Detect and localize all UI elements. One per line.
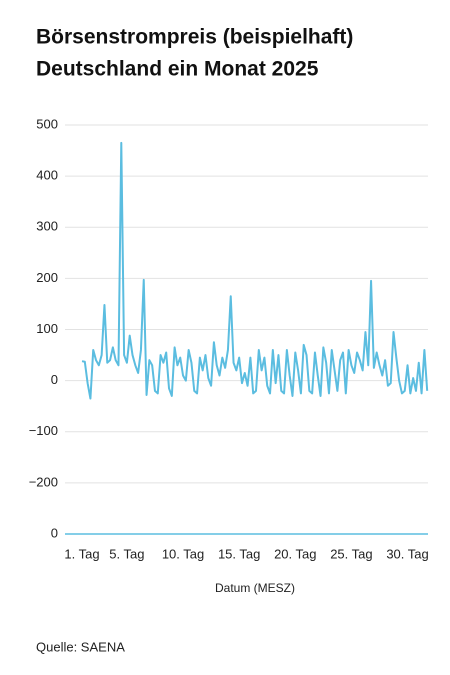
y-tick-label: −200 [29,474,58,489]
chart-title: Börsenstrompreis (beispielhaft) [36,26,353,49]
x-tick-label: 1. Tag [64,546,99,561]
y-tick-label: −100 [29,423,58,438]
source: Quelle: SAENA [36,639,125,654]
y-tick-label: 400 [36,168,58,183]
x-tick-label: 30. Tag [386,546,428,561]
y-tick-label: 0 [51,525,58,540]
x-tick-label: 20. Tag [274,546,316,561]
y-tick-label: 500 [36,116,58,131]
y-tick-label: 300 [36,219,58,234]
x-tick-label: 25. Tag [330,546,372,561]
x-tick-label: 5. Tag [109,546,144,561]
y-tick-label: 0 [51,372,58,387]
x-tick-label: 10. Tag [162,546,204,561]
y-tick-label: 100 [36,321,58,336]
chart-title: Deutschland ein Monat 2025 [36,58,319,81]
x-tick-label: 15. Tag [218,546,260,561]
x-axis-label: Datum (MESZ) [215,581,295,595]
data-line [81,141,429,400]
y-tick-label: 200 [36,270,58,285]
